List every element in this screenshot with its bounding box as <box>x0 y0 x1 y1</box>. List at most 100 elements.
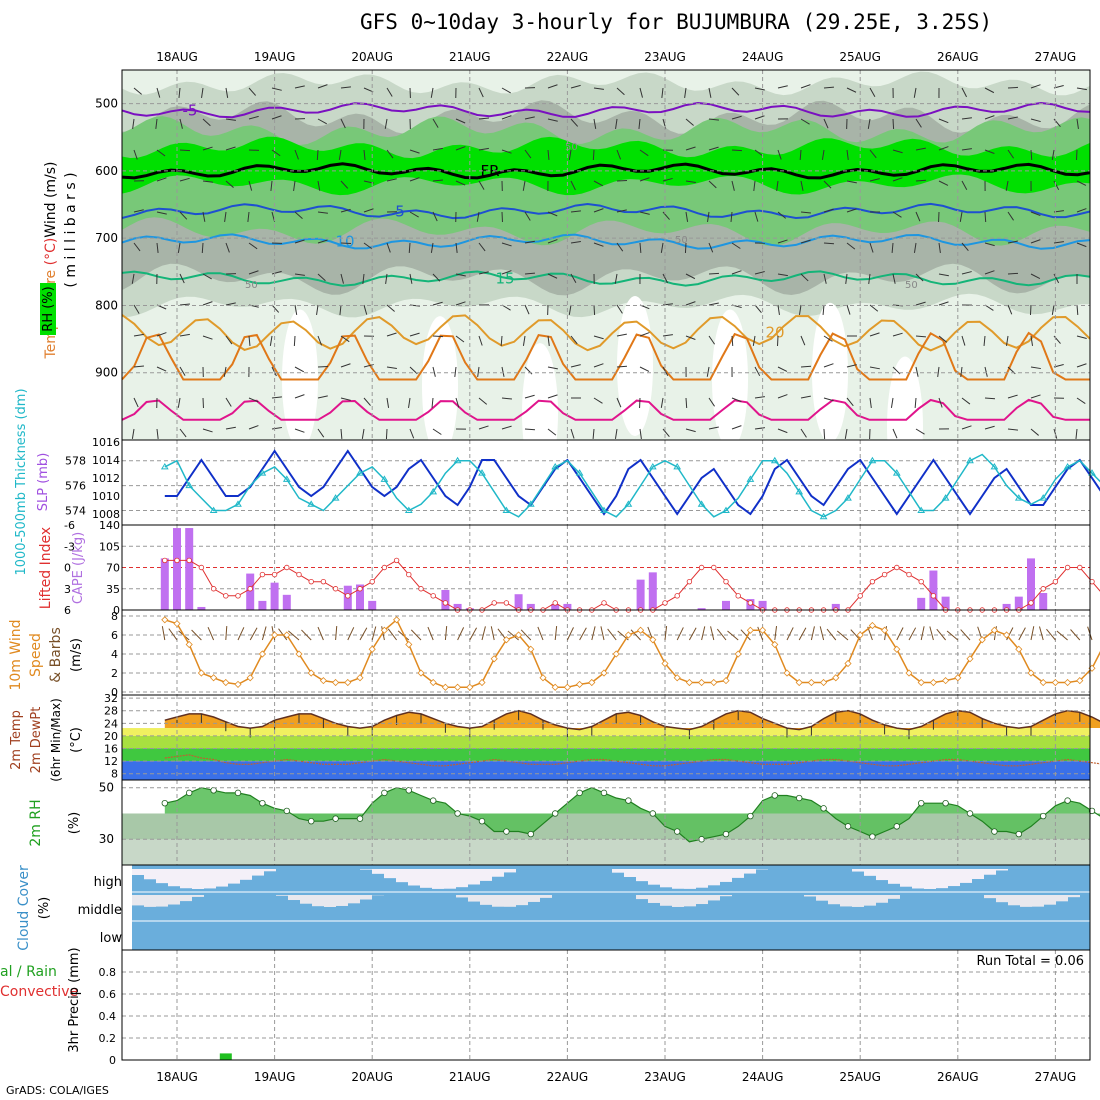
wind10-point <box>454 683 462 691</box>
wind10-point <box>759 626 767 634</box>
cloud-gap-middle <box>660 895 672 906</box>
wind-barb <box>984 425 995 430</box>
wind10-barb <box>946 630 959 641</box>
thickness-point <box>941 494 950 501</box>
wind-barb <box>547 428 557 436</box>
rh2m-point <box>161 799 168 807</box>
wind-barb <box>225 87 229 98</box>
wind-barb <box>455 242 458 253</box>
cloud-gap-middle <box>540 895 552 898</box>
wind10-barb <box>579 627 587 641</box>
lifted-index-point <box>1040 586 1046 592</box>
cape-bar <box>636 579 645 610</box>
wind-barb <box>432 147 443 151</box>
wind-barb <box>938 397 943 408</box>
wind-barb <box>547 118 558 122</box>
wind-barb <box>317 428 325 438</box>
wind10-point <box>246 674 254 682</box>
wind10-barb <box>1018 627 1026 641</box>
cloud-gap-high <box>192 869 204 889</box>
wind-barb <box>684 242 687 254</box>
wind-barb <box>294 366 305 373</box>
wind-barb <box>133 333 144 337</box>
wind-barb <box>179 303 190 306</box>
wind10-barb <box>836 630 849 641</box>
cloud-gap-high <box>228 869 240 884</box>
cloud-gap-high <box>612 869 624 873</box>
lifted-index-point <box>284 564 290 571</box>
wind-barb <box>892 177 903 182</box>
wind10-point <box>612 650 620 658</box>
slp-tick-label: 1012 <box>92 472 120 485</box>
wind-barb <box>361 428 365 439</box>
wind-barb <box>660 242 664 253</box>
wind-barb <box>593 87 604 90</box>
wind-barb <box>133 242 141 252</box>
cape-bar <box>697 608 706 610</box>
pressure-tick-label: 900 <box>95 366 118 380</box>
wind10-point <box>429 678 437 687</box>
wind10-barb <box>710 626 715 641</box>
thickness-point <box>258 469 267 476</box>
rh2m-point <box>771 792 778 799</box>
lifted-index-point <box>918 578 924 585</box>
wind-barb <box>662 334 673 337</box>
wind-barb <box>477 366 480 377</box>
lifted-index-point <box>747 600 754 606</box>
wind10-point <box>1003 631 1011 639</box>
wind-barb <box>1030 335 1034 346</box>
wind10-barb <box>607 628 617 641</box>
cloud-gap-high <box>372 869 384 874</box>
cape-bar <box>831 603 840 610</box>
wind10-point <box>722 677 730 685</box>
wind-barb <box>616 87 625 96</box>
wind-barb <box>409 177 420 182</box>
wind-barb <box>248 397 259 403</box>
wind10-point <box>527 645 535 653</box>
wind-barb <box>639 211 650 215</box>
wind-barb <box>179 149 191 152</box>
wind10-barb <box>359 627 368 641</box>
wind-barb <box>915 211 921 222</box>
wind-barb <box>938 180 949 186</box>
lifted-tick-label: 0 <box>64 562 71 575</box>
rh2m-point <box>747 812 754 820</box>
wind-barb <box>225 302 236 306</box>
wind10-point <box>746 626 754 634</box>
cloud-gap-high <box>960 869 972 883</box>
wind-barb <box>224 211 227 222</box>
wind-barb <box>846 242 856 250</box>
lifted-index-point <box>345 593 351 599</box>
cloud-gap-high <box>240 869 252 880</box>
wind-barb <box>754 271 765 275</box>
wind10-point <box>661 659 669 668</box>
wind10-point <box>856 631 864 639</box>
wind-barb <box>131 273 135 284</box>
rh2m-point <box>356 815 364 822</box>
wind-barb <box>684 87 687 98</box>
wind10-barb <box>826 628 837 641</box>
isotherm-label: 20 <box>765 323 784 341</box>
cloud-gap-high <box>984 869 996 875</box>
wind-barb <box>662 211 670 220</box>
wind-barb <box>754 396 765 399</box>
slp-tick-label: 1010 <box>92 490 120 503</box>
wind-barb <box>248 242 258 250</box>
wind-barb <box>800 273 809 282</box>
cloud-gap-middle <box>876 895 888 903</box>
wind10-barb <box>288 630 300 641</box>
wind-barb <box>661 87 664 98</box>
rh2m-point <box>844 823 852 830</box>
wind-barb <box>823 86 835 89</box>
wind10-barb <box>191 629 202 641</box>
cloud-row-label: low <box>100 931 123 946</box>
cape-bar <box>1027 558 1035 610</box>
cape-bar <box>246 573 255 610</box>
wind-barb <box>385 428 388 440</box>
thickness-point <box>990 462 999 470</box>
wind-barb <box>984 87 995 94</box>
wind10-point <box>490 655 498 663</box>
wind10-point <box>502 636 510 644</box>
rh2m-point <box>1015 830 1022 838</box>
cloud-gap-high <box>492 869 504 877</box>
